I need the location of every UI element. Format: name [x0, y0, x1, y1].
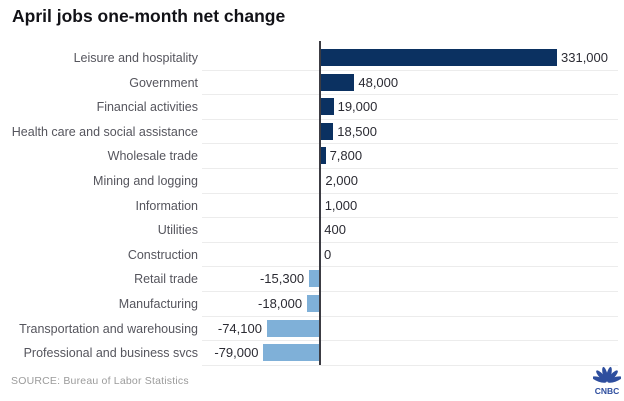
- chart-row: Manufacturing -18,000: [0, 292, 618, 317]
- plot-cell: 1,000: [202, 194, 618, 219]
- chart-row: Health care and social assistance 18,500: [0, 120, 618, 145]
- plot-cell: -18,000: [202, 292, 618, 317]
- negative-bar: [307, 294, 320, 312]
- category-label: Mining and logging: [93, 173, 198, 188]
- category-label: Manufacturing: [118, 296, 198, 311]
- chart-row: Information 1,000: [0, 194, 618, 219]
- value-label: 18,500: [337, 123, 377, 139]
- value-label: 2,000: [325, 172, 358, 188]
- category-label: Health care and social assistance: [11, 124, 198, 139]
- plot-cell: 331,000: [202, 46, 618, 71]
- chart-title: April jobs one-month net change: [12, 6, 286, 26]
- chart-row: Government 48,000: [0, 71, 618, 96]
- bar-chart: Leisure and hospitality 331,000 Government…: [0, 41, 618, 366]
- peacock-icon: CNBC: [592, 366, 622, 396]
- category-label: Utilities: [157, 223, 198, 238]
- value-label: 400: [324, 222, 346, 238]
- plot-cell: -74,100: [202, 317, 618, 342]
- plot-cell: 7,800: [202, 144, 618, 169]
- plot-cell: 400: [202, 218, 618, 243]
- chart-row: Retail trade -15,300: [0, 267, 618, 292]
- chart-row: Wholesale trade 7,800: [0, 144, 618, 169]
- value-label: 7,800: [329, 148, 363, 164]
- plot-cell: 2,000: [202, 169, 618, 194]
- positive-bar: [320, 122, 334, 140]
- category-label: Leisure and hospitality: [73, 51, 198, 65]
- category-label: Professional and business svcs: [23, 346, 198, 361]
- category-label: Construction: [127, 247, 198, 262]
- chart-row: Financial activities 19,000: [0, 95, 618, 120]
- category-label: Government: [129, 75, 198, 90]
- chart-row: Construction 0: [0, 243, 618, 268]
- category-label: Wholesale trade: [107, 149, 198, 164]
- cnbc-logo: CNBC: [592, 365, 622, 397]
- zero-axis-line: [319, 41, 321, 365]
- value-label: 48,000: [358, 74, 399, 90]
- positive-bar: [320, 147, 326, 165]
- value-label: 1,000: [324, 197, 358, 213]
- value-label: 331,000: [561, 50, 608, 65]
- value-label: -18,000: [258, 295, 303, 311]
- positive-bar: [320, 49, 557, 66]
- negative-bar: [309, 270, 320, 288]
- chart-rows: Leisure and hospitality 331,000 Government…: [0, 46, 618, 366]
- positive-bar: [320, 73, 355, 91]
- positive-bar: [320, 98, 334, 116]
- negative-bar: [266, 319, 320, 337]
- value-label: 19,000: [337, 99, 378, 115]
- chart-row: Transportation and warehousing -74,100: [0, 317, 618, 342]
- negative-bar: [263, 344, 320, 362]
- category-label: Financial activities: [96, 100, 198, 115]
- value-label: -74,100: [217, 320, 262, 336]
- chart-row: Professional and business svcs -79,000: [0, 341, 618, 366]
- chart-row: Mining and logging 2,000: [0, 169, 618, 194]
- category-label: Transportation and warehousing: [19, 321, 198, 336]
- value-label: -79,000: [214, 345, 259, 361]
- value-label: -15,300: [259, 271, 305, 287]
- chart-row: Utilities 400: [0, 218, 618, 243]
- plot-cell: -79,000: [202, 341, 618, 366]
- source-text: SOURCE: Bureau of Labor Statistics: [11, 375, 189, 387]
- plot-cell: 19,000: [202, 95, 618, 120]
- category-label: Retail trade: [134, 272, 198, 287]
- plot-cell: 48,000: [202, 71, 618, 96]
- value-label: 0: [324, 246, 332, 262]
- chart-row: Leisure and hospitality 331,000: [0, 46, 618, 71]
- plot-cell: -15,300: [202, 267, 618, 292]
- category-label: Information: [135, 198, 198, 213]
- plot-cell: 0: [202, 243, 618, 268]
- plot-cell: 18,500: [202, 120, 618, 145]
- cnbc-logo-text: CNBC: [595, 386, 620, 396]
